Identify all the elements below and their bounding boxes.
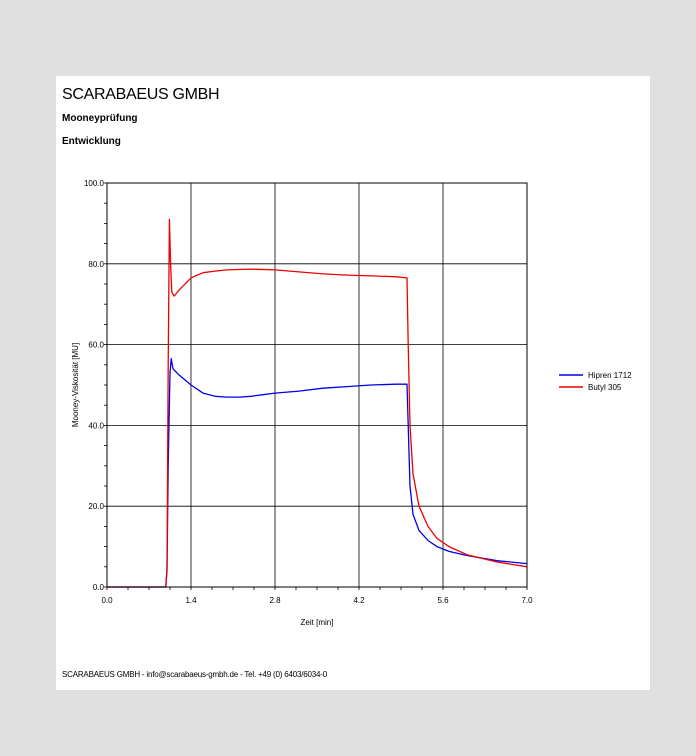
mooney-chart: 0.0 1.4 2.8 4.2 5.6 7.0 0.0 20.0 40.0 60.0 80.0 100…	[71, 179, 632, 627]
series-line-2	[107, 218, 528, 588]
series-layer	[107, 218, 528, 588]
x-tick-label: 5.6	[437, 596, 449, 605]
x-tick-label: 7.0	[521, 596, 533, 605]
y-tick-label: 80.0	[88, 260, 104, 269]
test-subtitle: Entwicklung	[62, 136, 121, 147]
x-tick-label: 1.4	[185, 596, 197, 605]
y-tick-label: 100.0	[84, 179, 105, 188]
y-tick-label: 0.0	[93, 583, 105, 592]
legend-label: Butyl 305	[588, 383, 622, 392]
x-tick-label: 0.0	[101, 596, 113, 605]
legend: Hipren 1712 Butyl 305	[559, 371, 632, 392]
y-axis-label: Mooney-Viskosität [MU]	[71, 343, 80, 427]
grid	[107, 183, 527, 587]
tick-layer: 0.0 1.4 2.8 4.2 5.6 7.0 0.0 20.0 40.0 60.0 80.0 100…	[84, 179, 533, 605]
company-name: SCARABAEUS GMBH	[62, 86, 220, 103]
footer-contact: SCARABAEUS GMBH - info@scarabaeus-gmbh.d…	[62, 670, 327, 679]
y-tick-label: 60.0	[88, 341, 104, 350]
x-tick-label: 2.8	[269, 596, 281, 605]
y-tick-label: 20.0	[88, 502, 104, 511]
legend-label: Hipren 1712	[588, 371, 632, 380]
report-sheet: SCARABAEUS GMBH Mooneyprüfung Entwicklun…	[56, 76, 650, 690]
series-line-1	[107, 358, 528, 588]
test-title: Mooneyprüfung	[62, 113, 138, 124]
x-axis-label: Zeit [min]	[301, 618, 334, 627]
y-tick-label: 40.0	[88, 421, 104, 430]
x-tick-label: 4.2	[353, 596, 365, 605]
